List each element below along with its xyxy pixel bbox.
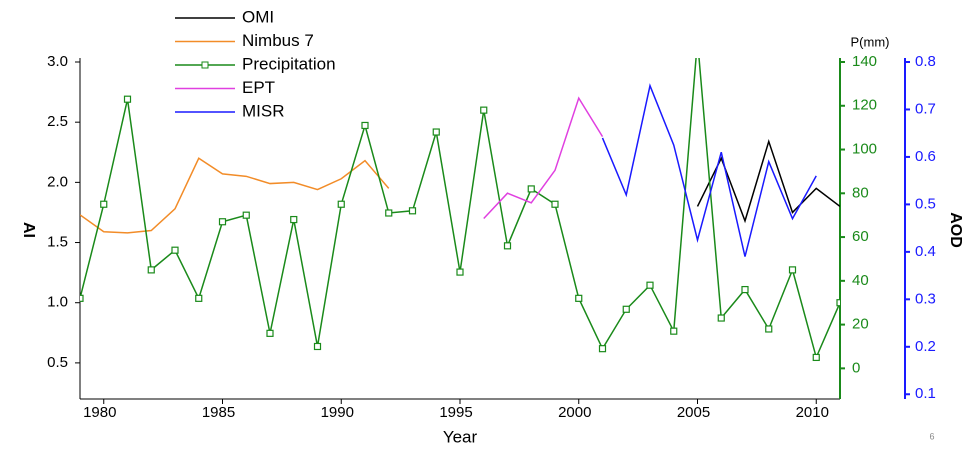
series-marker xyxy=(622,305,630,313)
y2-tick-label: 80 xyxy=(852,184,869,201)
y2-tick-label: 100 xyxy=(852,141,877,158)
y3-tick-label: 0.1 xyxy=(915,385,936,402)
series-marker xyxy=(100,200,108,208)
series-marker xyxy=(432,128,440,136)
series-marker xyxy=(741,285,749,294)
series-marker xyxy=(598,345,607,353)
y2-tick-label: 120 xyxy=(852,97,877,114)
series-line xyxy=(696,138,840,224)
series-marker xyxy=(337,200,345,208)
series-marker xyxy=(171,246,179,254)
y-tick-label: 0.5 xyxy=(47,354,68,371)
series-line xyxy=(80,58,840,360)
plot-area xyxy=(80,37,840,362)
series-marker xyxy=(147,266,155,274)
series-marker xyxy=(670,327,678,335)
series-line xyxy=(80,157,390,234)
series-line xyxy=(601,83,817,257)
legend-label: Nimbus 7 xyxy=(242,31,314,50)
legend-label: Precipitation xyxy=(242,54,336,73)
series-marker xyxy=(765,325,773,333)
y3-tick-label: 0.8 xyxy=(915,53,936,70)
series-marker xyxy=(266,329,274,337)
y2-tick-label: 140 xyxy=(852,53,877,70)
y2-tick-label: 0 xyxy=(852,359,860,376)
y2-axis-title: P(mm) xyxy=(851,34,890,49)
series-marker xyxy=(195,294,203,302)
footnote: 6 xyxy=(929,431,934,441)
y3-tick-label: 0.7 xyxy=(915,100,936,117)
series-marker xyxy=(361,121,369,130)
series-marker xyxy=(503,242,512,250)
legend-label: MISR xyxy=(242,101,285,120)
series-marker xyxy=(575,294,583,302)
y2-tick-label: 20 xyxy=(852,316,869,333)
series-line xyxy=(483,96,604,219)
legend-marker xyxy=(201,61,209,69)
series-marker xyxy=(812,353,820,362)
x-tick-label: 2005 xyxy=(677,404,710,421)
y3-tick-label: 0.4 xyxy=(915,243,936,260)
series-marker xyxy=(480,106,488,114)
series-marker xyxy=(218,218,227,226)
x-tick-label: 1995 xyxy=(439,404,472,421)
series-marker xyxy=(695,37,701,43)
x-tick-label: 2010 xyxy=(796,404,829,421)
legend-label: OMI xyxy=(242,7,274,26)
y2-tick-label: 40 xyxy=(852,272,869,289)
x-axis-title: Year xyxy=(443,427,478,446)
y-tick-label: 1.0 xyxy=(47,294,68,311)
y3-tick-label: 0.3 xyxy=(915,290,936,307)
y3-tick-label: 0.5 xyxy=(915,195,936,212)
y-axis-title: AI xyxy=(20,222,37,238)
y3-axis-title: AOD xyxy=(947,212,964,248)
legend-label: EPT xyxy=(242,78,275,97)
x-tick-label: 1985 xyxy=(202,404,235,421)
series-marker xyxy=(123,95,132,103)
series-marker xyxy=(836,299,840,307)
y-tick-label: 2.0 xyxy=(47,173,68,190)
y-tick-label: 1.5 xyxy=(47,234,68,251)
y-tick-label: 2.5 xyxy=(47,113,68,130)
series-marker xyxy=(313,342,322,351)
series-marker xyxy=(788,266,797,274)
series-marker xyxy=(80,294,84,302)
series-marker xyxy=(646,281,654,289)
series-marker xyxy=(717,314,725,322)
series-marker xyxy=(551,200,559,208)
series-marker xyxy=(290,215,298,224)
x-tick-label: 2000 xyxy=(558,404,591,421)
y2-tick-label: 60 xyxy=(852,228,869,245)
series-marker xyxy=(527,185,535,193)
series-marker xyxy=(385,209,393,217)
y3-tick-label: 0.6 xyxy=(915,148,936,165)
x-tick-label: 1990 xyxy=(321,404,354,421)
x-tick-label: 1980 xyxy=(83,404,116,421)
series-marker xyxy=(456,268,464,276)
series-marker xyxy=(242,211,250,219)
series-marker xyxy=(408,207,417,215)
y-tick-label: 3.0 xyxy=(47,53,68,70)
y3-tick-label: 0.2 xyxy=(915,338,936,355)
